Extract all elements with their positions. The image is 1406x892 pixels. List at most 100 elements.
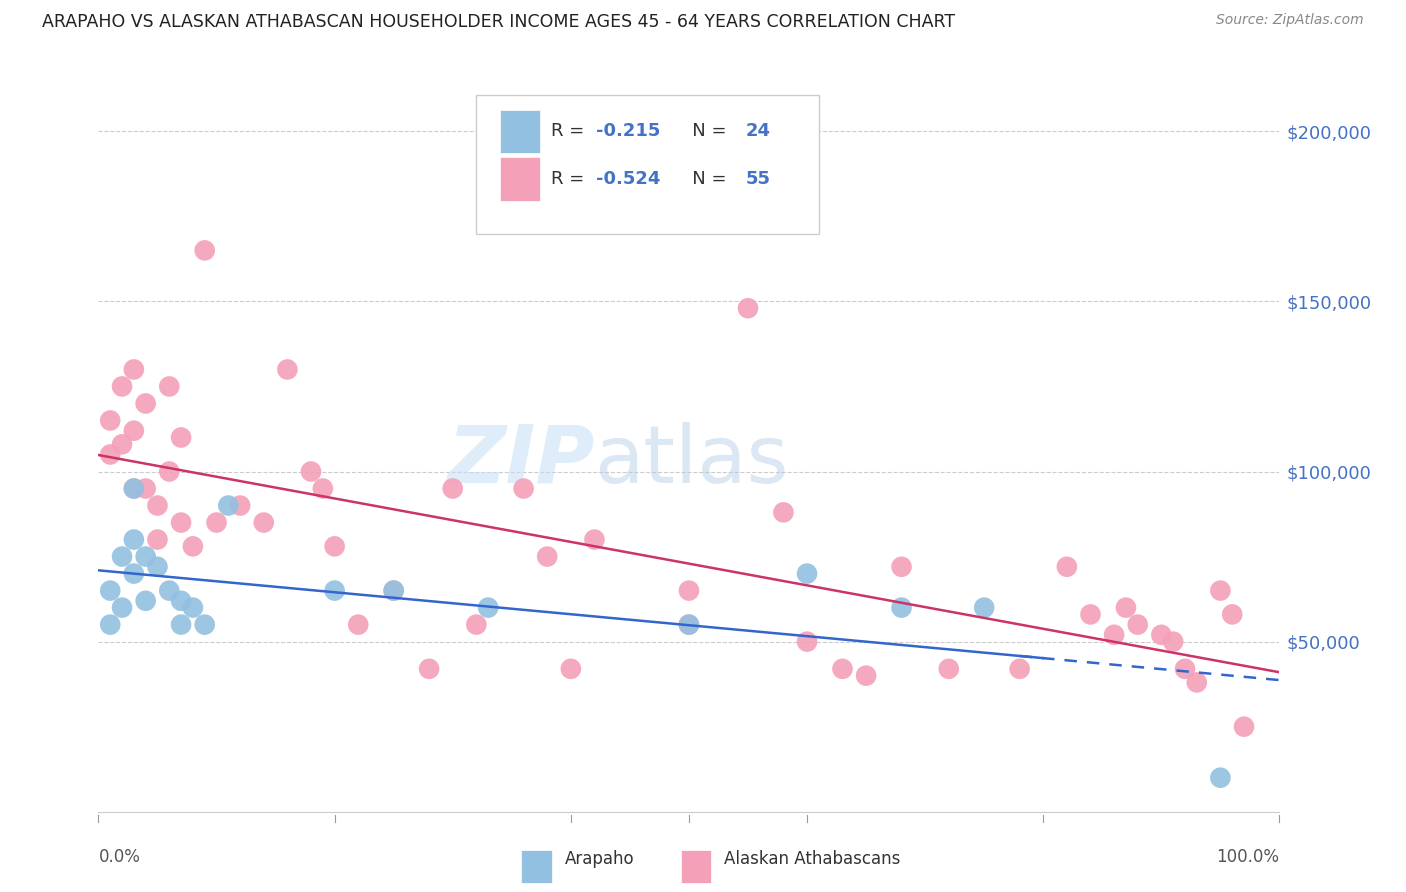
Point (146, 499, 169, 513)
Point (796, 634, 818, 648)
Text: 100.0%: 100.0% (1216, 848, 1279, 866)
Text: -0.524: -0.524 (596, 170, 659, 188)
Text: ZIP: ZIP (447, 422, 595, 500)
Point (111, 600, 134, 615)
Point (855, 668, 877, 682)
Point (796, 566, 818, 581)
Point (98, 448, 121, 462)
Text: ARAPAHO VS ALASKAN ATHABASCAN HOUSEHOLDER INCOME AGES 45 - 64 YEARS CORRELATION : ARAPAHO VS ALASKAN ATHABASCAN HOUSEHOLDE… (42, 13, 955, 31)
Point (170, 617, 193, 632)
Point (111, 549, 134, 564)
Text: N =: N = (675, 170, 733, 188)
Point (382, 583, 405, 598)
Point (122, 424, 145, 438)
Point (122, 533, 145, 547)
Point (135, 594, 157, 608)
Text: Alaskan Athabascans: Alaskan Athabascans (724, 850, 901, 868)
Point (678, 617, 700, 632)
Point (194, 617, 217, 632)
Point (382, 583, 405, 598)
Point (1126, 617, 1149, 632)
Point (1102, 628, 1125, 642)
Point (465, 617, 488, 632)
Point (1150, 628, 1173, 642)
Point (477, 600, 499, 615)
Point (560, 662, 582, 676)
Point (98, 617, 121, 632)
FancyBboxPatch shape (522, 850, 553, 883)
Text: Arapaho: Arapaho (565, 850, 634, 868)
Point (1056, 559, 1078, 574)
Point (323, 540, 346, 554)
Point (157, 583, 180, 598)
Point (536, 549, 558, 564)
Text: N =: N = (675, 122, 733, 140)
Point (831, 662, 853, 676)
Point (157, 379, 180, 393)
Point (890, 559, 912, 574)
FancyBboxPatch shape (477, 95, 818, 234)
Text: 0.0%: 0.0% (98, 848, 141, 866)
Point (194, 244, 217, 258)
Text: Source: ZipAtlas.com: Source: ZipAtlas.com (1216, 13, 1364, 28)
Point (583, 533, 606, 547)
Point (1080, 607, 1102, 622)
Point (323, 583, 346, 598)
Point (98, 583, 121, 598)
Point (1233, 720, 1256, 734)
FancyBboxPatch shape (681, 850, 711, 883)
Point (1209, 771, 1232, 785)
Point (1220, 607, 1243, 622)
Point (299, 465, 322, 479)
Point (418, 662, 440, 676)
Point (111, 437, 134, 451)
FancyBboxPatch shape (501, 110, 540, 153)
Point (1115, 600, 1137, 615)
FancyBboxPatch shape (501, 158, 540, 201)
Point (1161, 634, 1184, 648)
Point (122, 566, 145, 581)
Point (111, 379, 134, 393)
Point (1185, 675, 1208, 690)
Text: R =: R = (551, 170, 589, 188)
Point (938, 662, 960, 676)
Point (181, 540, 204, 554)
Point (217, 499, 239, 513)
Point (122, 482, 145, 496)
Point (122, 482, 145, 496)
Point (276, 362, 298, 376)
Point (253, 516, 276, 530)
Point (312, 482, 335, 496)
Text: -0.215: -0.215 (596, 122, 659, 140)
Point (135, 549, 157, 564)
Point (146, 559, 169, 574)
Point (229, 499, 252, 513)
Point (441, 482, 464, 496)
Text: 55: 55 (745, 170, 770, 188)
Point (205, 516, 228, 530)
Point (181, 600, 204, 615)
Text: R =: R = (551, 122, 589, 140)
Point (890, 600, 912, 615)
Point (98, 413, 121, 427)
Point (1174, 662, 1197, 676)
Text: 24: 24 (745, 122, 770, 140)
Point (678, 617, 700, 632)
Text: atlas: atlas (595, 422, 789, 500)
Point (1209, 583, 1232, 598)
Point (146, 533, 169, 547)
Point (122, 362, 145, 376)
Point (135, 482, 157, 496)
Point (170, 516, 193, 530)
Point (973, 600, 995, 615)
Point (512, 482, 534, 496)
Point (170, 594, 193, 608)
Point (135, 396, 157, 410)
Point (170, 430, 193, 444)
Point (157, 465, 180, 479)
Point (347, 617, 370, 632)
Point (678, 583, 700, 598)
Point (737, 301, 759, 316)
Point (772, 505, 794, 519)
Point (1008, 662, 1031, 676)
